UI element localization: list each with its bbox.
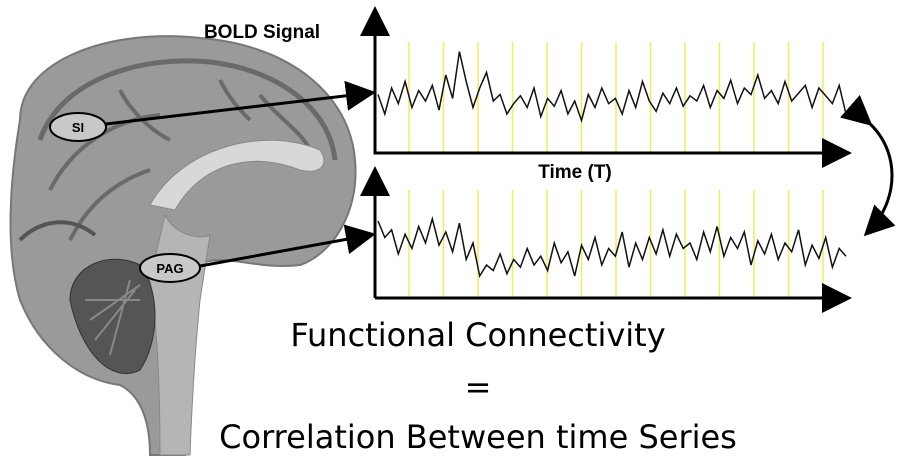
signal-line (378, 52, 846, 121)
region-label: PAG (156, 261, 183, 276)
axes (375, 12, 846, 298)
axis-title: Time (T) (538, 162, 612, 183)
caption: Correlation Between time Series (219, 418, 737, 456)
caption: = (465, 368, 492, 406)
region-label: SI (72, 120, 84, 135)
figure: SI PAG BOLD Signal Time (T) Functional C… (0, 0, 901, 457)
signal-line (378, 219, 846, 276)
page: SI PAG BOLD Signal Time (T) Functional C… (0, 0, 901, 457)
guides (409, 42, 823, 298)
axis-title: BOLD Signal (204, 22, 320, 43)
caption: Functional Connectivity (290, 316, 665, 354)
correlation-arrow (868, 122, 892, 232)
